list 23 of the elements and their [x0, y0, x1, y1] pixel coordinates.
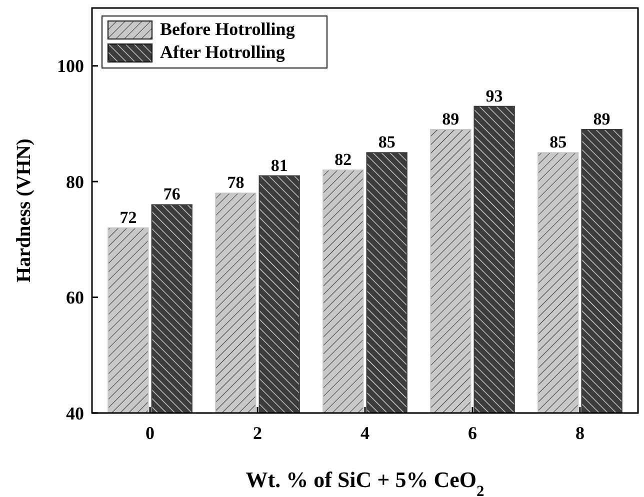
x-tick-label: 2	[253, 423, 262, 443]
x-tick-label: 8	[575, 423, 584, 443]
legend-label: After Hotrolling	[160, 42, 285, 62]
data-label: 78	[227, 173, 244, 192]
x-tick-label: 6	[468, 423, 477, 443]
legend-label: Before Hotrolling	[160, 19, 295, 39]
data-label: 72	[120, 208, 137, 227]
data-label: 93	[486, 86, 503, 106]
data-label: 89	[593, 110, 610, 128]
y-tick-label: 40	[66, 403, 84, 424]
data-label: 85	[550, 132, 567, 152]
x-tick-label: 4	[360, 423, 370, 443]
x-tick-label: 0	[146, 423, 155, 443]
y-axis-title: Hardness (VHN)	[13, 138, 35, 282]
data-label: 82	[334, 150, 352, 169]
data-label: 89	[442, 110, 460, 128]
data-label: 76	[163, 184, 180, 204]
y-tick-label: 60	[66, 288, 84, 308]
data-label: 81	[270, 156, 288, 175]
y-tick-label: 100	[57, 56, 84, 76]
x-axis-title: Wt. % of SiC + 5% CeO$_{2}$	[246, 467, 484, 497]
y-tick-label: 80	[66, 172, 84, 192]
data-label: 85	[378, 132, 396, 152]
